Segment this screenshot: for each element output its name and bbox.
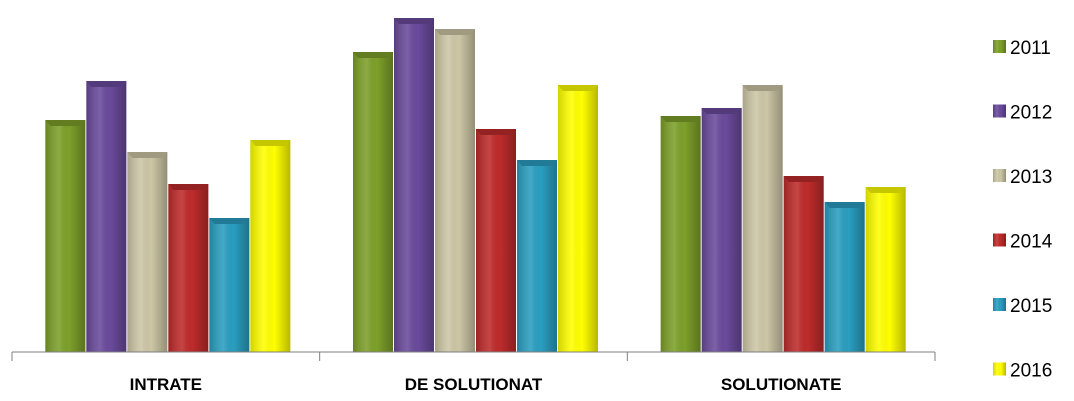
bar-de-solutionat-2016 bbox=[558, 85, 598, 352]
bar-intrate-2012 bbox=[86, 81, 127, 352]
bar-de-solutionat-2013 bbox=[435, 29, 475, 352]
legend-label: 2016 bbox=[1010, 361, 1052, 382]
bars-group bbox=[45, 18, 906, 352]
legend-item-2011: 2011 bbox=[993, 38, 1051, 59]
bar-solutionate-2016 bbox=[865, 187, 906, 352]
bar-solutionate-2015 bbox=[824, 202, 865, 352]
legend-item-2014: 2014 bbox=[993, 232, 1053, 253]
bar-intrate-2011 bbox=[45, 120, 86, 352]
legend-item-2012: 2012 bbox=[993, 103, 1052, 124]
legend-label: 2015 bbox=[1010, 296, 1052, 317]
legend: 2011 2012 2013 2014 2015 2016 bbox=[993, 38, 1053, 382]
category-labels: INTRATE DE SOLUTIONAT SOLUTIONATE bbox=[130, 375, 842, 394]
bar-intrate-2015 bbox=[209, 218, 250, 352]
legend-item-2016: 2016 bbox=[993, 361, 1052, 382]
legend-item-2015: 2015 bbox=[993, 296, 1052, 317]
category-label-solutionate: SOLUTIONATE bbox=[721, 375, 842, 394]
x-axis bbox=[11, 351, 936, 361]
bar-solutionate-2014 bbox=[783, 176, 824, 352]
legend-label: 2011 bbox=[1010, 38, 1051, 59]
bar-de-solutionat-2012 bbox=[394, 18, 434, 352]
legend-label: 2014 bbox=[1010, 232, 1053, 253]
legend-label: 2012 bbox=[1010, 103, 1052, 124]
category-label-de-solutionat: DE SOLUTIONAT bbox=[405, 375, 543, 394]
bar-de-solutionat-2014 bbox=[476, 129, 516, 352]
bar-de-solutionat-2011 bbox=[353, 52, 393, 352]
bar-solutionate-2013 bbox=[742, 85, 783, 352]
bar-intrate-2014 bbox=[168, 184, 209, 352]
bar-solutionate-2012 bbox=[701, 108, 742, 352]
bar-solutionate-2011 bbox=[660, 116, 701, 352]
bar-intrate-2016 bbox=[250, 140, 291, 352]
legend-item-2013: 2013 bbox=[993, 167, 1052, 188]
category-label-intrate: INTRATE bbox=[130, 375, 202, 394]
bar-intrate-2013 bbox=[127, 152, 168, 352]
bar-de-solutionat-2015 bbox=[517, 160, 557, 352]
legend-label: 2013 bbox=[1010, 167, 1052, 188]
